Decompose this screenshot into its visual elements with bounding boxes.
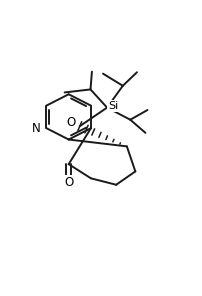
Text: N: N — [32, 122, 41, 135]
Text: Si: Si — [108, 101, 118, 111]
Text: O: O — [64, 176, 73, 189]
Text: O: O — [67, 116, 76, 129]
